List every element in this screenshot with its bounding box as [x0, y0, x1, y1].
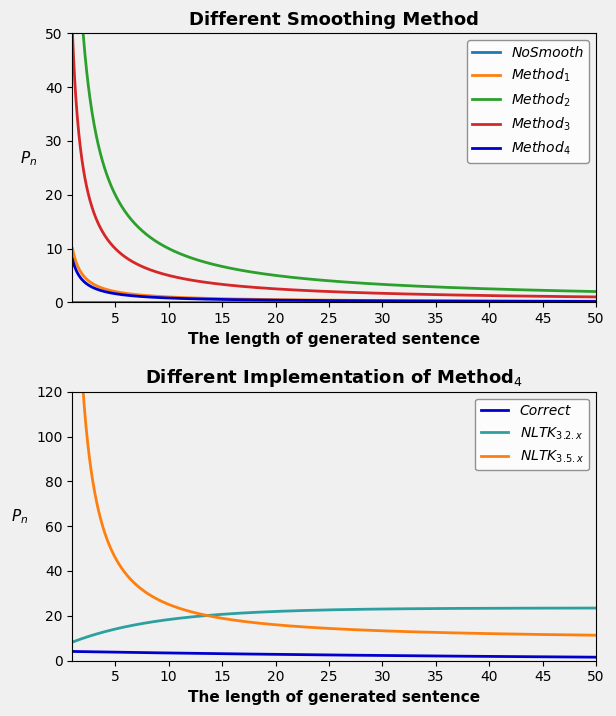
NLTK$_{3.5.x}$: [122, 570, 129, 579]
X-axis label: The length of generated sentence: The length of generated sentence: [188, 332, 480, 347]
Title: Different Smoothing Method: Different Smoothing Method: [189, 11, 479, 29]
NLTK$_{3.2.x}$: [593, 604, 600, 612]
NLTK$_{3.5.x}$: [280, 621, 288, 630]
Line: Method$_2$: Method$_2$: [73, 0, 596, 291]
NLTK$_{3.2.x}$: [299, 606, 307, 615]
Legend: NoSmooth, Method$_1$, Method$_2$, Method$_3$, Method$_4$: NoSmooth, Method$_1$, Method$_2$, Method…: [467, 40, 589, 163]
Line: Method$_4$: Method$_4$: [73, 259, 596, 301]
Method$_2$: [428, 283, 436, 291]
Method$_3$: [428, 290, 436, 299]
Method$_4$: [428, 296, 436, 305]
NLTK$_{3.2.x}$: [280, 607, 288, 616]
Line: NLTK$_{3.5.x}$: NLTK$_{3.5.x}$: [73, 69, 596, 635]
NLTK$_{3.5.x}$: [299, 623, 307, 632]
Method$_4$: [487, 297, 494, 306]
NoSmooth: [593, 298, 600, 306]
Method$_3$: [122, 253, 129, 262]
Correct: [487, 652, 494, 661]
NoSmooth: [487, 298, 494, 306]
Method$_3$: [69, 29, 76, 38]
Method$_2$: [487, 284, 494, 293]
X-axis label: The length of generated sentence: The length of generated sentence: [188, 690, 480, 705]
Method$_1$: [428, 296, 436, 305]
NoSmooth: [122, 298, 129, 306]
Method$_1$: [280, 296, 288, 304]
NoSmooth: [428, 298, 436, 306]
NoSmooth: [280, 298, 288, 306]
Method$_2$: [593, 287, 600, 296]
Method$_4$: [477, 297, 485, 306]
NLTK$_{3.5.x}$: [477, 629, 485, 638]
Method$_3$: [299, 286, 307, 295]
Method$_1$: [477, 296, 485, 305]
Correct: [280, 650, 288, 659]
NoSmooth: [299, 298, 307, 306]
Legend: Correct, NLTK$_{3.2.x}$, NLTK$_{3.5.x}$: Correct, NLTK$_{3.2.x}$, NLTK$_{3.5.x}$: [475, 399, 589, 470]
Method$_1$: [299, 296, 307, 304]
NLTK$_{3.5.x}$: [69, 64, 76, 73]
Method$_4$: [299, 296, 307, 305]
Method$_4$: [69, 255, 76, 263]
Correct: [477, 652, 485, 661]
NoSmooth: [69, 298, 76, 306]
NLTK$_{3.5.x}$: [487, 629, 494, 638]
NLTK$_{3.2.x}$: [487, 604, 494, 613]
Method$_4$: [280, 296, 288, 304]
Method$_1$: [487, 296, 494, 305]
Correct: [299, 650, 307, 659]
Method$_2$: [477, 284, 485, 293]
Title: Different Implementation of Method$_4$: Different Implementation of Method$_4$: [145, 367, 523, 390]
NLTK$_{3.5.x}$: [593, 631, 600, 639]
Method$_4$: [593, 297, 600, 306]
Method$_3$: [280, 285, 288, 294]
Method$_3$: [477, 291, 485, 300]
Y-axis label: $P_n$: $P_n$: [20, 149, 37, 168]
Line: Correct: Correct: [73, 652, 596, 657]
Correct: [69, 647, 76, 656]
NoSmooth: [477, 298, 485, 306]
NLTK$_{3.2.x}$: [477, 604, 485, 613]
Correct: [122, 648, 129, 657]
Y-axis label: $P_n$: $P_n$: [11, 508, 28, 526]
Method$_2$: [122, 208, 129, 217]
Method$_2$: [280, 272, 288, 281]
Method$_3$: [593, 293, 600, 301]
NLTK$_{3.2.x}$: [122, 622, 129, 631]
Correct: [428, 652, 436, 660]
Method$_3$: [487, 291, 494, 300]
Method$_1$: [122, 289, 129, 298]
Correct: [593, 653, 600, 662]
NLTK$_{3.5.x}$: [428, 628, 436, 637]
Method$_4$: [122, 291, 129, 299]
NLTK$_{3.2.x}$: [69, 638, 76, 647]
Line: NLTK$_{3.2.x}$: NLTK$_{3.2.x}$: [73, 608, 596, 642]
Method$_2$: [299, 274, 307, 283]
Method$_1$: [69, 244, 76, 253]
NLTK$_{3.2.x}$: [428, 604, 436, 613]
Method$_1$: [593, 297, 600, 306]
Line: Method$_3$: Method$_3$: [73, 34, 596, 297]
Line: Method$_1$: Method$_1$: [73, 248, 596, 301]
